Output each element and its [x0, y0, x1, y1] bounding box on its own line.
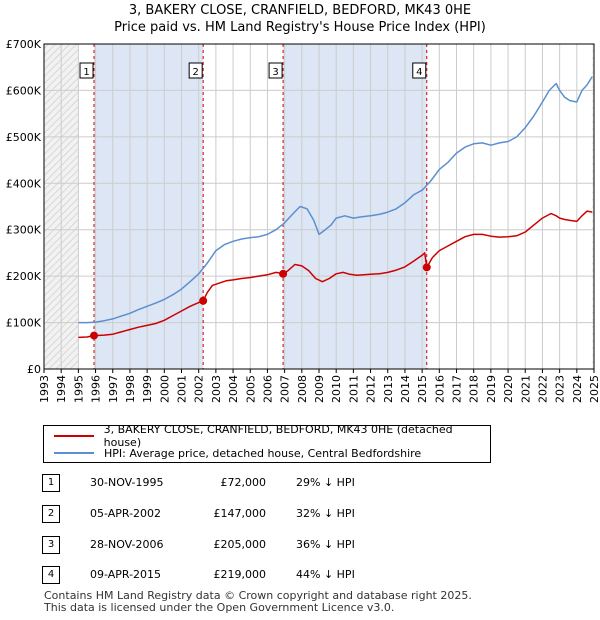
x-tick-label: 2006 [261, 375, 274, 403]
x-tick-label: 2007 [279, 375, 292, 403]
sale-number-badge: 2 [42, 505, 60, 523]
x-tick-label: 1998 [124, 375, 137, 403]
x-tick-label: 2002 [193, 375, 206, 403]
footer-copyright: Contains HM Land Registry data © Crown c… [44, 589, 472, 602]
x-tick-label: 2011 [347, 375, 360, 403]
sale-hpi-diff: 29% ↓ HPI [296, 476, 355, 489]
y-tick-label: £100K [6, 317, 42, 330]
legend-entry-hpi: HPI: Average price, detached house, Cent… [54, 445, 421, 461]
y-tick-label: £700K [6, 38, 42, 51]
x-tick-label: 2013 [382, 375, 395, 403]
chart-subtitle: Price paid vs. HM Land Registry's House … [114, 20, 486, 35]
chart-legend: 3, BAKERY CLOSE, CRANFIELD, BEDFORD, MK4… [43, 423, 491, 463]
sale-point [90, 331, 99, 340]
sale-price: £72,000 [220, 476, 267, 489]
x-tick-label: 1996 [90, 375, 103, 403]
sale-label-box [188, 62, 203, 79]
price-chart: £0 £100K £200K £300K £400K £500K £600K £700K 199… [6, 38, 600, 403]
y-tick-label: £0 [27, 363, 41, 376]
x-tick-label: 2017 [451, 375, 464, 403]
x-tick-label: 2022 [536, 375, 549, 403]
y-tick-label: £500K [6, 131, 42, 144]
legend-hpi-label: HPI: Average price, detached house, Cent… [104, 446, 422, 460]
x-tick-label: 2010 [330, 375, 343, 403]
sale-date: 09-APR-2015 [90, 568, 162, 581]
sale-label: 2 [192, 67, 198, 78]
sale-date: 28-NOV-2006 [90, 538, 164, 551]
sale-date: 05-APR-2002 [90, 507, 162, 520]
x-tick-label: 1995 [72, 375, 85, 403]
x-tick-label: 2014 [399, 375, 412, 403]
table-row: 1 30-NOV-1995 £72,000 29% ↓ HPI [0, 474, 600, 494]
y-tick-label: £200K [6, 270, 42, 283]
sale-price: £205,000 [213, 538, 267, 551]
x-tick-label: 2025 [588, 375, 600, 403]
sale-label-box [412, 62, 427, 79]
x-tick-label: 2000 [158, 375, 171, 403]
hpi-line [78, 76, 593, 324]
sale-number-badge: 3 [42, 536, 60, 554]
no-data-region [592, 44, 594, 369]
table-row: 2 05-APR-2002 £147,000 32% ↓ HPI [0, 505, 600, 525]
sale-hpi-diff: 44% ↓ HPI [296, 568, 355, 581]
plot-border [43, 43, 595, 370]
x-tick-label: 2008 [296, 375, 309, 403]
sale-label-box [79, 62, 94, 79]
sale-point [422, 263, 431, 272]
x-tick-label: 2015 [416, 375, 429, 403]
price-paid-line [78, 210, 593, 339]
x-tick-label: 1999 [141, 375, 154, 403]
sale-label: 1 [83, 67, 89, 78]
sale-hpi-diff: 32% ↓ HPI [296, 507, 355, 520]
x-tick-label: 2005 [244, 375, 257, 403]
legend-price-swatch [54, 435, 94, 437]
table-row: 4 09-APR-2015 £219,000 44% ↓ HPI [0, 566, 600, 586]
sale-point [199, 296, 208, 305]
x-tick-label: 2018 [468, 375, 481, 403]
sale-number-badge: 1 [42, 474, 60, 492]
x-tick-label: 2024 [571, 375, 584, 403]
legend-hpi-swatch [54, 452, 94, 454]
sale-label-box [268, 62, 283, 79]
x-tick-label: 1997 [107, 375, 120, 403]
footer-licence: This data is licensed under the Open Gov… [44, 601, 395, 614]
x-tick-label: 2009 [313, 375, 326, 403]
sale-number-badge: 4 [42, 566, 60, 584]
sale-label: 3 [272, 67, 278, 78]
sale-hpi-diff: 36% ↓ HPI [296, 538, 355, 551]
x-tick-label: 2023 [554, 375, 567, 403]
shaded-period [94, 44, 204, 369]
shaded-period [283, 44, 427, 369]
x-tick-label: 2004 [227, 375, 240, 403]
y-tick-label: £600K [6, 84, 42, 97]
x-tick-label: 2019 [485, 375, 498, 403]
x-tick-label: 2003 [210, 375, 223, 403]
sale-price: £219,000 [213, 568, 267, 581]
sale-date: 30-NOV-1995 [90, 476, 164, 489]
legend-price-label: 3, BAKERY CLOSE, CRANFIELD, BEDFORD, MK4… [103, 423, 453, 449]
x-tick-label: 2020 [502, 375, 515, 403]
sale-price: £147,000 [213, 507, 267, 520]
y-tick-label: £400K [6, 177, 42, 190]
x-tick-label: 2001 [176, 375, 189, 403]
sale-label: 4 [416, 67, 422, 78]
x-tick-label: 2012 [365, 375, 378, 403]
legend-entry-price: 3, BAKERY CLOSE, CRANFIELD, BEDFORD, MK4… [54, 423, 490, 449]
chart-title: 3, BAKERY CLOSE, CRANFIELD, BEDFORD, MK4… [128, 3, 472, 18]
x-tick-label: 2016 [433, 375, 446, 403]
x-tick-label: 1994 [55, 375, 68, 403]
sale-point [279, 269, 288, 278]
x-tick-label: 1993 [38, 375, 51, 403]
x-tick-label: 2021 [519, 375, 532, 403]
y-tick-label: £300K [6, 224, 42, 237]
table-row: 3 28-NOV-2006 £205,000 36% ↓ HPI [0, 536, 600, 556]
